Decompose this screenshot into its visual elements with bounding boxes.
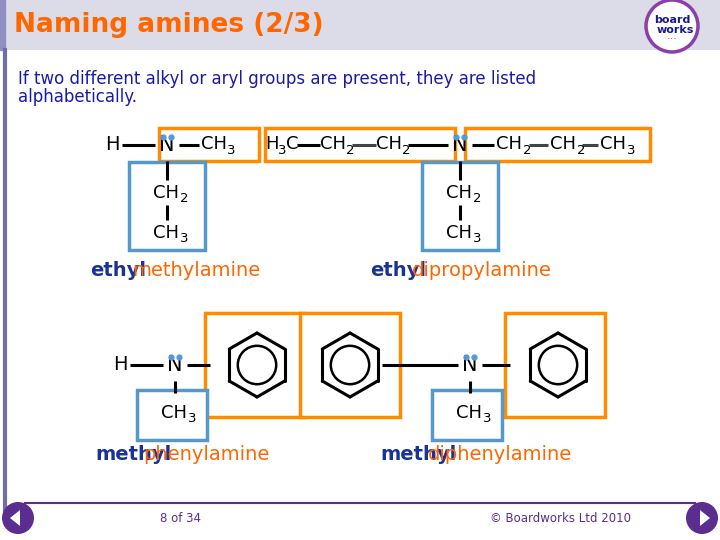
Text: CH: CH bbox=[161, 404, 187, 422]
Text: 3: 3 bbox=[473, 233, 482, 246]
Text: 2: 2 bbox=[577, 144, 585, 157]
FancyBboxPatch shape bbox=[465, 128, 650, 161]
Text: ethyl: ethyl bbox=[90, 260, 146, 280]
FancyBboxPatch shape bbox=[265, 128, 455, 161]
Text: H: H bbox=[265, 135, 279, 153]
Text: 2: 2 bbox=[523, 144, 531, 157]
Text: alphabetically.: alphabetically. bbox=[18, 88, 137, 106]
Circle shape bbox=[646, 0, 698, 52]
FancyBboxPatch shape bbox=[129, 162, 205, 250]
Text: works: works bbox=[657, 25, 693, 35]
Circle shape bbox=[2, 502, 34, 534]
Text: N: N bbox=[462, 355, 478, 375]
Text: H: H bbox=[113, 355, 127, 375]
Text: 2: 2 bbox=[346, 144, 354, 157]
Text: If two different alkyl or aryl groups are present, they are listed: If two different alkyl or aryl groups ar… bbox=[18, 70, 536, 88]
Text: ···: ··· bbox=[667, 34, 678, 44]
Bar bbox=[0, 50, 720, 510]
Text: 3: 3 bbox=[227, 144, 235, 157]
Text: CH: CH bbox=[153, 184, 179, 202]
Text: methyl: methyl bbox=[380, 446, 456, 464]
Circle shape bbox=[686, 502, 718, 534]
Text: N: N bbox=[159, 135, 175, 155]
Text: 2: 2 bbox=[180, 192, 189, 206]
Text: N: N bbox=[167, 355, 183, 375]
Text: Naming amines (2/3): Naming amines (2/3) bbox=[14, 12, 323, 38]
Text: 8 of 34: 8 of 34 bbox=[160, 511, 200, 524]
Text: 3: 3 bbox=[278, 144, 287, 157]
Bar bbox=[0, 0, 720, 50]
Polygon shape bbox=[700, 510, 710, 526]
Text: CH: CH bbox=[446, 184, 472, 202]
FancyBboxPatch shape bbox=[205, 313, 305, 417]
FancyBboxPatch shape bbox=[159, 128, 259, 161]
Text: ethyl: ethyl bbox=[370, 260, 426, 280]
Text: 3: 3 bbox=[188, 413, 197, 426]
Text: CH: CH bbox=[446, 224, 472, 242]
Bar bbox=[0, 0, 5, 50]
Polygon shape bbox=[10, 510, 20, 526]
FancyBboxPatch shape bbox=[505, 313, 605, 417]
Text: CH: CH bbox=[456, 404, 482, 422]
Text: N: N bbox=[452, 135, 468, 155]
Text: diphenylamine: diphenylamine bbox=[428, 446, 572, 464]
Text: CH: CH bbox=[201, 135, 227, 153]
Text: dipropylamine: dipropylamine bbox=[412, 260, 552, 280]
Text: methyl: methyl bbox=[95, 446, 171, 464]
Text: 3: 3 bbox=[483, 413, 492, 426]
Text: H: H bbox=[104, 136, 120, 154]
Text: board: board bbox=[654, 15, 690, 25]
FancyBboxPatch shape bbox=[300, 313, 400, 417]
Text: CH: CH bbox=[320, 135, 346, 153]
Text: 3: 3 bbox=[180, 233, 189, 246]
FancyBboxPatch shape bbox=[432, 390, 502, 440]
Text: phenylamine: phenylamine bbox=[143, 446, 269, 464]
Text: 2: 2 bbox=[473, 192, 482, 206]
Text: © Boardworks Ltd 2010: © Boardworks Ltd 2010 bbox=[490, 511, 631, 524]
Text: C: C bbox=[286, 135, 299, 153]
FancyBboxPatch shape bbox=[422, 162, 498, 250]
Text: 3: 3 bbox=[627, 144, 636, 157]
Text: CH: CH bbox=[550, 135, 576, 153]
Text: CH: CH bbox=[376, 135, 402, 153]
Text: CH: CH bbox=[153, 224, 179, 242]
Text: methylamine: methylamine bbox=[132, 260, 260, 280]
FancyBboxPatch shape bbox=[137, 390, 207, 440]
Text: CH: CH bbox=[496, 135, 522, 153]
Text: CH: CH bbox=[600, 135, 626, 153]
Text: 2: 2 bbox=[402, 144, 410, 157]
